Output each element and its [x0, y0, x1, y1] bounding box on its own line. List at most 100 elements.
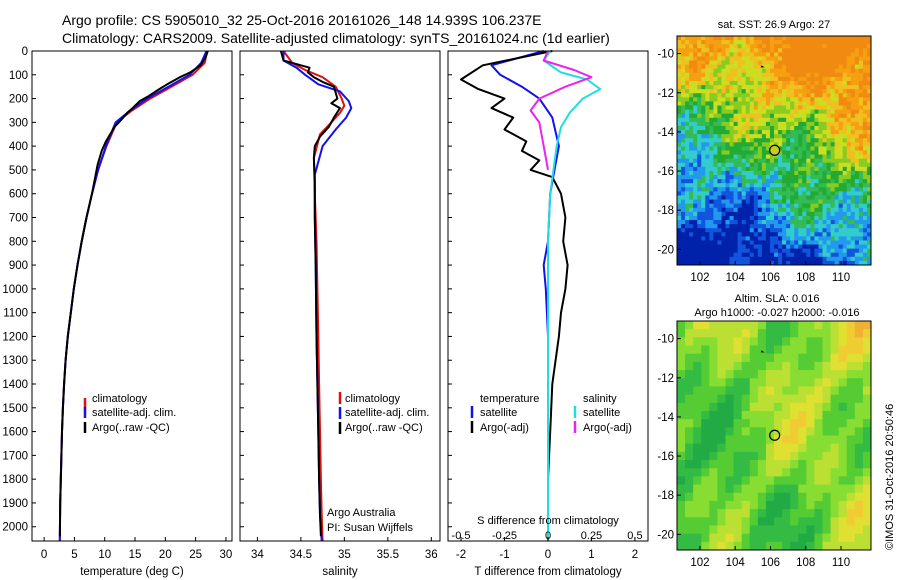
heatmap-cell	[834, 260, 840, 266]
heatmap-cell	[769, 211, 775, 217]
heatmap-cell	[778, 97, 783, 102]
sla-map-title: Altim. SLA: 0.016	[735, 293, 820, 305]
heatmap-cell	[854, 76, 860, 82]
heatmap-cell	[753, 93, 759, 98]
heatmap-cell	[790, 52, 795, 57]
heatmap-cell	[842, 150, 848, 155]
heatmap-cell	[858, 85, 864, 90]
heatmap-cell	[729, 72, 734, 78]
heatmap-cell	[725, 410, 734, 420]
heatmap-cell	[814, 48, 819, 53]
heatmap-cell	[822, 337, 831, 346]
heatmap-cell	[790, 203, 795, 209]
heatmap-cell	[834, 228, 840, 233]
heatmap-cell	[733, 378, 743, 387]
heatmap-cell	[709, 85, 714, 90]
heatmap-cell	[757, 419, 767, 428]
heatmap-cell	[782, 215, 787, 221]
heatmap-cell	[846, 85, 852, 90]
heatmap-cell	[846, 525, 856, 535]
heatmap-cell	[733, 203, 739, 209]
heatmap-cell	[737, 228, 743, 233]
heatmap-cell	[741, 525, 751, 535]
heatmap-cell	[850, 48, 856, 53]
heatmap-cell	[862, 492, 872, 502]
heatmap-cell	[794, 224, 799, 229]
x-tick-label: 2	[632, 549, 638, 561]
heatmap-cell	[858, 76, 864, 82]
heatmap-cell	[774, 228, 779, 233]
heatmap-cell	[834, 244, 840, 250]
heatmap-cell	[745, 244, 751, 250]
heatmap-cell	[838, 142, 844, 147]
heatmap-cell	[697, 215, 702, 221]
heatmap-cell	[858, 52, 864, 57]
heatmap-cell	[725, 113, 730, 119]
heatmap-cell	[850, 150, 856, 155]
heatmap-cell	[818, 203, 823, 209]
heatmap-cell	[818, 48, 823, 53]
heatmap-cell	[806, 179, 811, 184]
heatmap-cell	[721, 76, 726, 82]
heatmap-cell	[858, 142, 864, 147]
heatmap-cell	[721, 215, 726, 221]
heatmap-cell	[769, 191, 775, 196]
heatmap-cell	[765, 370, 775, 379]
heatmap-cell	[713, 121, 718, 127]
heatmap-cell	[749, 52, 755, 57]
heatmap-cell	[761, 220, 767, 225]
heatmap-cell	[733, 460, 743, 469]
heatmap-cell	[697, 48, 702, 53]
heatmap-cell	[705, 244, 710, 250]
heatmap-cell	[685, 337, 694, 346]
header-line-1: Argo profile: CS 5905010_32 25-Oct-2016 …	[62, 12, 542, 28]
heatmap-cell	[769, 183, 775, 188]
heatmap-cell	[822, 525, 831, 535]
heatmap-cell	[774, 109, 779, 115]
heatmap-cell	[854, 146, 860, 151]
heatmap-cell	[786, 187, 791, 192]
heatmap-cell	[725, 361, 734, 371]
heatmap-cell	[826, 113, 831, 119]
heatmap-cell	[769, 44, 775, 49]
heatmap-cell	[689, 85, 694, 90]
heatmap-cell	[709, 195, 714, 200]
heatmap-cell	[774, 89, 779, 94]
heatmap-cell	[693, 541, 702, 551]
heatmap-cell	[765, 345, 775, 355]
sst-map-frame	[676, 35, 872, 266]
heatmap-cell	[810, 187, 815, 192]
heatmap-cell	[818, 256, 823, 262]
heatmap-cell	[745, 166, 751, 172]
heatmap-cell	[850, 183, 856, 188]
heatmap-cell	[733, 36, 739, 41]
heatmap-cell	[790, 109, 795, 115]
heatmap-cell	[737, 232, 743, 237]
heatmap-cell	[697, 175, 702, 180]
heatmap-cell	[721, 48, 726, 53]
heatmap-cell	[725, 44, 730, 49]
heatmap-cell	[685, 80, 690, 86]
heatmap-cell	[733, 142, 739, 147]
heatmap-cell	[765, 76, 771, 82]
heatmap-cell	[713, 215, 718, 221]
heatmap-cell	[709, 121, 714, 127]
heatmap-cell	[774, 211, 779, 217]
heatmap-cell	[717, 117, 722, 123]
heatmap-cell	[765, 125, 771, 131]
heatmap-cell	[866, 199, 872, 205]
heatmap-cell	[765, 158, 771, 164]
heatmap-cell	[798, 220, 803, 225]
heatmap-cell	[782, 236, 787, 241]
heatmap-cell	[794, 142, 799, 147]
heatmap-cell	[866, 183, 872, 188]
heatmap-cell	[761, 260, 767, 266]
heatmap-cell	[822, 541, 831, 551]
heatmap-cell	[745, 232, 751, 237]
salinity-xlabel: salinity	[322, 566, 357, 578]
heatmap-cell	[838, 419, 848, 428]
heatmap-cell	[757, 175, 763, 180]
heatmap-cell	[757, 211, 763, 217]
heatmap-cell	[814, 236, 819, 241]
heatmap-cell	[798, 162, 803, 168]
